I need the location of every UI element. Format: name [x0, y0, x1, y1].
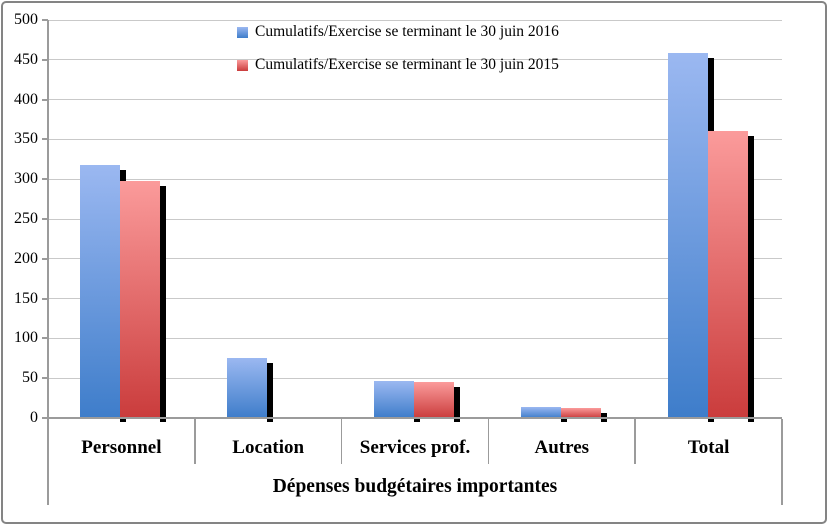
bar-autres-s0 — [520, 406, 561, 418]
y-axis-tick-100 — [42, 337, 48, 340]
bar-services-prof-s0 — [374, 380, 414, 418]
bar-autres-s1 — [560, 407, 601, 418]
category-separator-5 — [781, 419, 783, 505]
gridline-150 — [48, 298, 782, 300]
category-label-total: Total — [687, 437, 730, 458]
category-label-personnel: Personnel — [81, 437, 162, 458]
bar-services-prof-s1 — [414, 382, 454, 418]
bar-total-s1 — [707, 131, 748, 418]
category-label-location: Location — [232, 437, 305, 458]
y-tick-label-500: 500 — [14, 11, 38, 28]
gridline-450 — [48, 59, 782, 61]
y-tick-label-350: 350 — [14, 130, 38, 148]
bar-shadow-personnel-s1 — [160, 185, 167, 422]
category-separator-4 — [634, 419, 636, 464]
gridline-300 — [48, 178, 782, 180]
y-tick-label-400: 400 — [14, 90, 38, 108]
bar-location-s0 — [227, 358, 268, 418]
y-tick-label-50: 50 — [22, 369, 38, 387]
y-axis-tick-150 — [42, 297, 48, 300]
y-axis-line — [47, 20, 49, 418]
gridline-50 — [48, 377, 782, 379]
y-axis-tick-0 — [42, 417, 48, 419]
legend-item-1: Cumulatifs/Exercise se terminant le 30 j… — [237, 54, 559, 76]
bar-total-s0 — [667, 53, 708, 418]
y-tick-label-450: 450 — [14, 50, 38, 68]
bar-personnel-s0 — [80, 164, 121, 418]
y-axis-tick-500 — [42, 19, 48, 21]
x-axis-title: Dépenses budgétaires importantes — [272, 476, 558, 497]
category-separator-1 — [194, 419, 196, 464]
category-label-autres: Autres — [534, 437, 590, 458]
bar-shadow-location-s0 — [267, 363, 274, 422]
legend-item-0: Cumulatifs/Exercise se terminant le 30 j… — [237, 21, 559, 43]
legend: Cumulatifs/Exercise se terminant le 30 j… — [237, 21, 559, 76]
y-axis-tick-250 — [42, 218, 48, 220]
y-axis-tick-200 — [42, 257, 48, 260]
category-separator-3 — [487, 419, 490, 464]
y-tick-label-250: 250 — [14, 210, 38, 227]
gridline-200 — [48, 258, 782, 260]
y-axis-tick-450 — [42, 58, 48, 61]
gridline-350 — [48, 138, 782, 140]
gridline-400 — [48, 99, 782, 101]
y-tick-label-200: 200 — [14, 249, 38, 267]
y-tick-label-300: 300 — [14, 170, 38, 188]
category-label-services-prof: Services prof. — [359, 437, 471, 458]
y-axis-tick-350 — [42, 138, 48, 141]
bar-shadow-services-prof-s1 — [454, 387, 460, 422]
gridline-500 — [48, 19, 782, 21]
legend-label-0: Cumulatifs/Exercise se terminant le 30 j… — [255, 23, 559, 40]
bar-personnel-s1 — [120, 180, 161, 418]
y-axis-tick-400 — [42, 98, 48, 101]
y-tick-label-150: 150 — [14, 289, 38, 307]
legend-label-1: Cumulatifs/Exercise se terminant le 30 j… — [255, 56, 559, 73]
category-separator-0 — [47, 419, 49, 505]
gridline-100 — [48, 337, 782, 339]
x-axis-line — [47, 417, 782, 419]
y-axis-tick-300 — [42, 178, 48, 181]
legend-swatch-icon-0 — [237, 26, 248, 38]
bar-shadow-total-s1 — [747, 136, 754, 422]
y-tick-label-100: 100 — [14, 329, 38, 347]
legend-swatch-icon-1 — [237, 59, 248, 71]
gridline-250 — [48, 218, 782, 220]
y-tick-label-0: 0 — [30, 409, 38, 426]
category-separator-2 — [340, 419, 343, 464]
y-axis-tick-50 — [42, 377, 48, 380]
